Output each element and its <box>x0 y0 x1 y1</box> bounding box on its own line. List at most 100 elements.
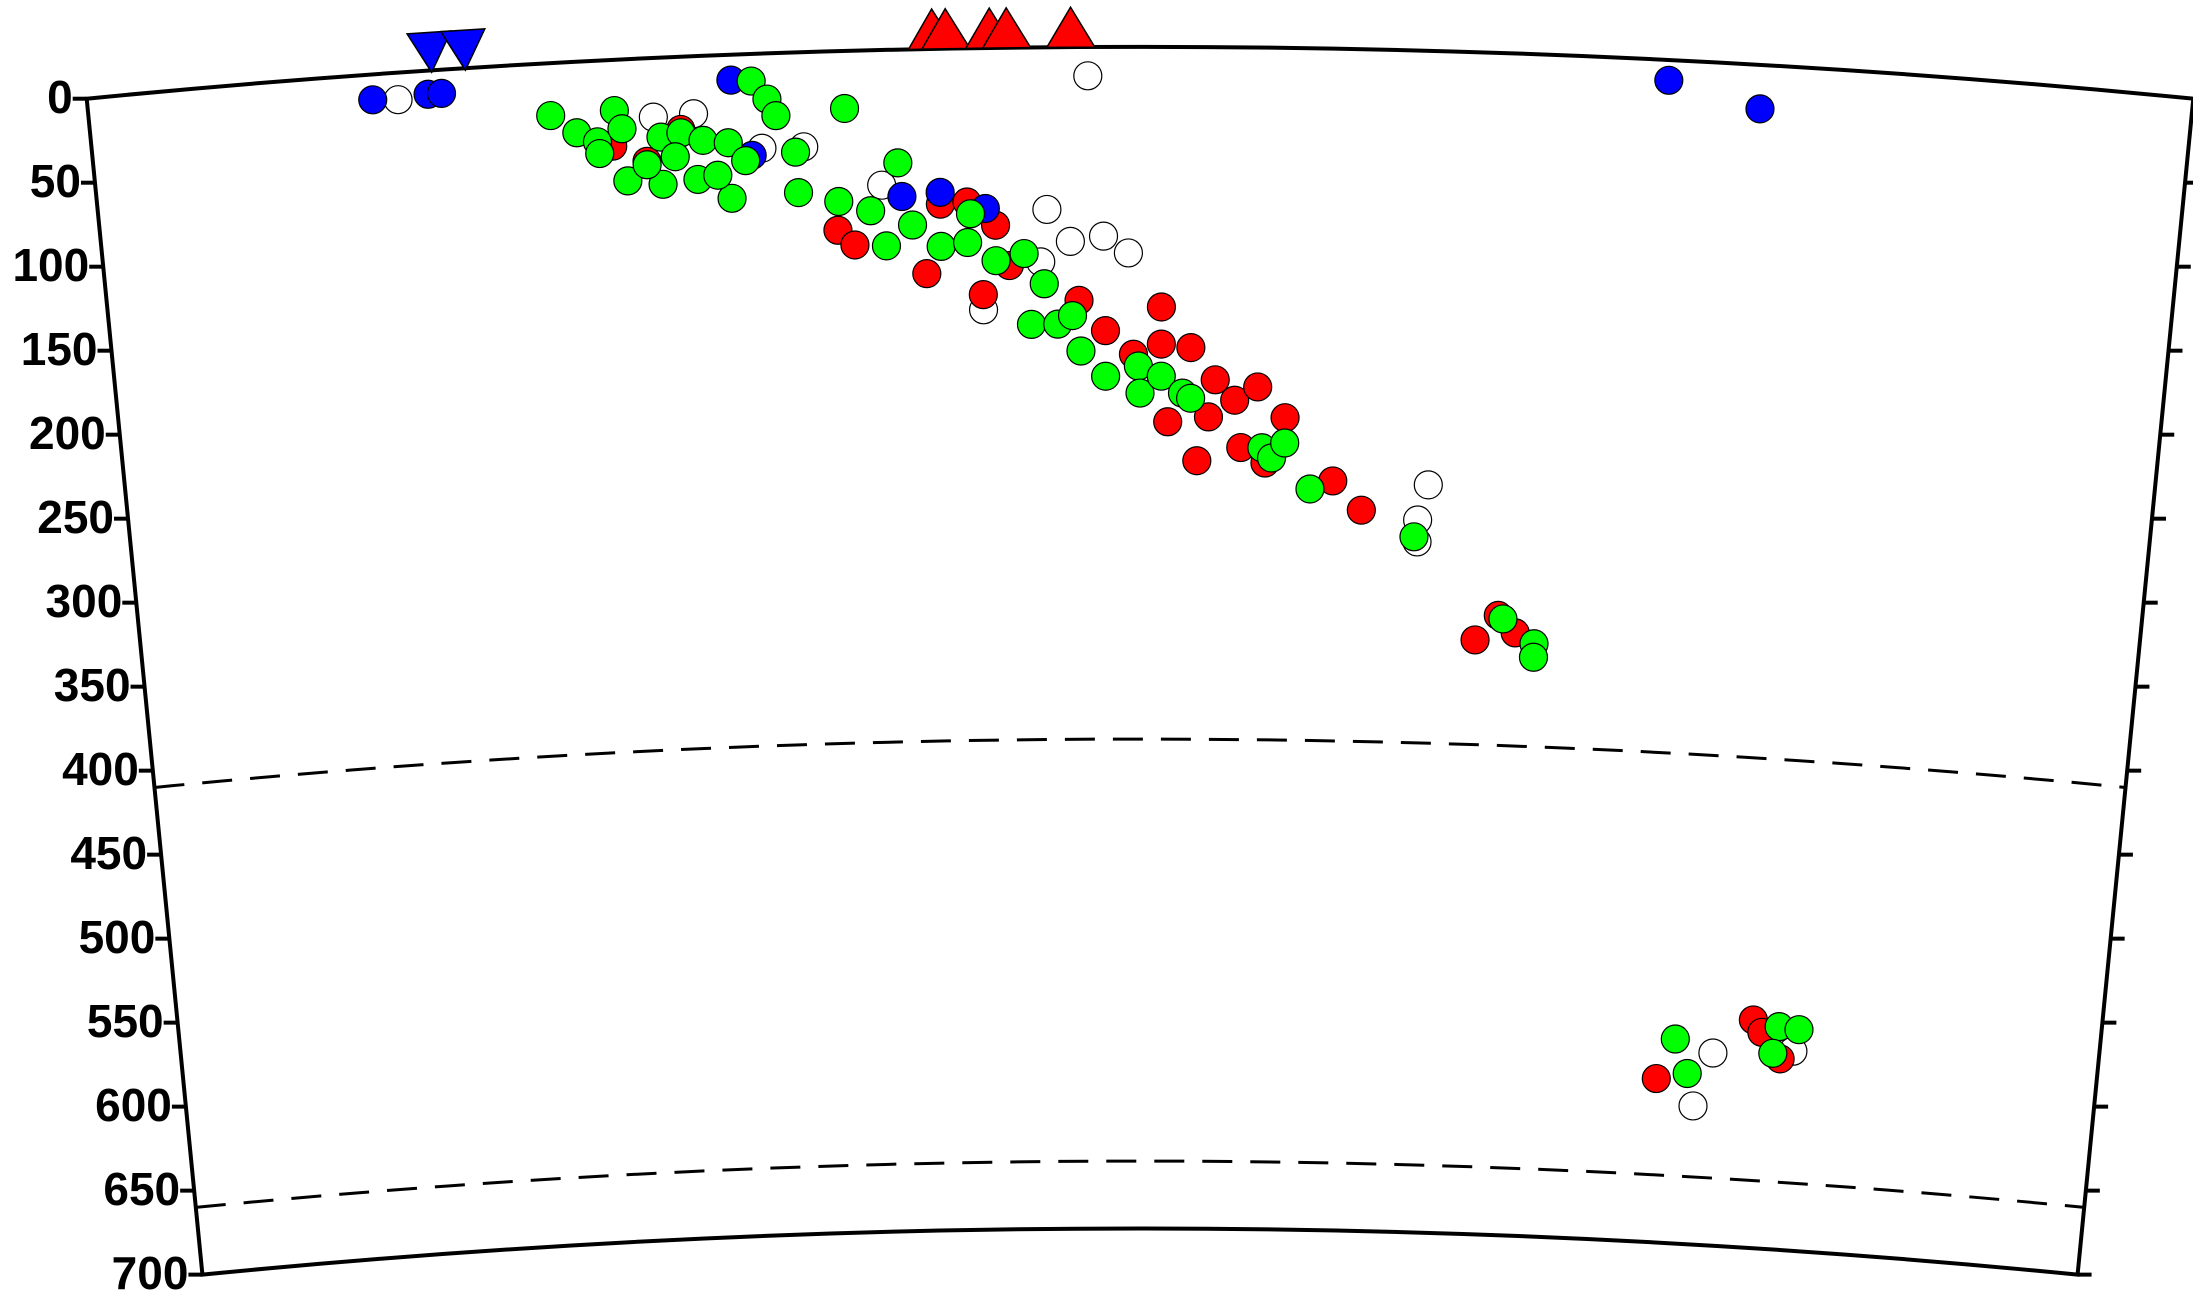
event <box>840 230 870 260</box>
event <box>1200 365 1230 395</box>
event <box>1032 194 1062 225</box>
reference-line <box>195 1159 2085 1209</box>
event <box>1091 361 1121 391</box>
event <box>358 85 388 115</box>
y-tick-label: 450 <box>70 827 147 879</box>
event <box>660 142 690 172</box>
event <box>1698 1038 1728 1068</box>
volcano <box>920 7 972 50</box>
reference-line <box>154 737 2126 789</box>
event <box>871 231 902 261</box>
event <box>613 166 643 196</box>
event <box>1518 642 1549 672</box>
frame <box>84 45 2193 1277</box>
event <box>1176 332 1206 363</box>
event <box>780 137 811 167</box>
volcano <box>1045 5 1097 49</box>
event <box>632 150 662 180</box>
y-tick-label: 650 <box>103 1163 180 1215</box>
station <box>439 28 487 72</box>
event <box>1641 1063 1671 1094</box>
event <box>1270 403 1300 433</box>
event <box>829 93 860 124</box>
event <box>1220 385 1250 415</box>
event <box>1146 292 1177 322</box>
event <box>1654 65 1684 95</box>
volcano <box>981 6 1032 49</box>
event <box>953 227 983 258</box>
event <box>1678 1091 1708 1121</box>
event <box>383 85 413 115</box>
event <box>1243 372 1273 402</box>
event <box>1488 604 1518 634</box>
y-tick-label: 200 <box>29 407 106 459</box>
event <box>1295 474 1325 504</box>
event <box>1784 1015 1814 1045</box>
event <box>926 231 956 261</box>
event <box>1113 238 1144 268</box>
event <box>1090 316 1121 346</box>
event <box>731 146 761 176</box>
event <box>761 101 791 131</box>
y-tick-label: 50 <box>30 155 81 207</box>
event <box>1153 407 1183 437</box>
event <box>713 128 743 158</box>
event <box>1399 522 1429 552</box>
event <box>1057 301 1088 331</box>
event <box>1182 446 1212 476</box>
event <box>648 169 678 199</box>
y-tick-label: 700 <box>112 1247 189 1299</box>
event <box>883 148 913 178</box>
event <box>1460 625 1490 655</box>
event <box>1055 226 1085 256</box>
y-tick-label: 0 <box>47 71 73 123</box>
y-tick-label: 350 <box>54 659 131 711</box>
y-tick-label: 600 <box>95 1079 172 1131</box>
station <box>405 30 453 74</box>
event <box>1088 221 1119 251</box>
event <box>536 100 566 131</box>
event <box>856 196 886 226</box>
event <box>1016 309 1047 339</box>
y-tick-label: 100 <box>12 239 89 291</box>
event <box>426 78 457 108</box>
event <box>717 183 747 213</box>
event <box>981 246 1011 276</box>
event <box>1146 329 1176 359</box>
event <box>824 186 854 217</box>
event <box>703 160 733 190</box>
event <box>1745 94 1775 124</box>
event <box>1270 428 1300 458</box>
event <box>912 259 942 289</box>
event <box>1073 61 1103 91</box>
event <box>1146 361 1176 391</box>
event <box>688 125 718 155</box>
event <box>1413 470 1443 500</box>
y-tick-label: 400 <box>62 743 139 795</box>
event <box>925 177 955 207</box>
event <box>955 199 986 229</box>
event <box>1066 336 1096 366</box>
event <box>1009 238 1039 269</box>
event <box>607 114 637 144</box>
event <box>887 181 917 212</box>
event <box>1758 1038 1788 1068</box>
event <box>1660 1024 1690 1054</box>
y-tick-label: 300 <box>46 575 123 627</box>
event <box>1176 383 1206 413</box>
event <box>1672 1058 1702 1089</box>
event <box>1346 495 1376 525</box>
event <box>1193 402 1224 432</box>
event <box>968 280 998 310</box>
event <box>585 138 615 169</box>
y-tick-label: 250 <box>37 491 114 543</box>
event <box>897 210 928 240</box>
event <box>1125 378 1155 408</box>
event <box>1029 269 1059 299</box>
event <box>783 177 814 208</box>
y-tick-label: 500 <box>79 911 156 963</box>
y-tick-label: 150 <box>21 323 98 375</box>
y-tick-label: 550 <box>87 995 164 1047</box>
